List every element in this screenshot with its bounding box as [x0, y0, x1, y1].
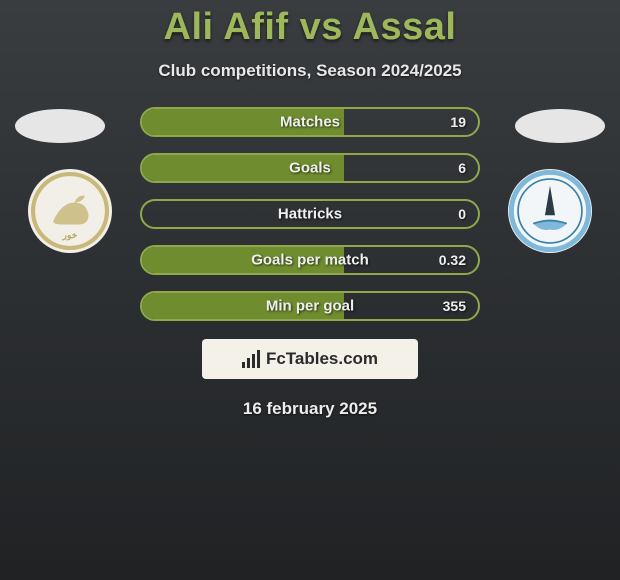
stat-label: Hattricks	[278, 206, 342, 223]
page-title: Ali Afif vs Assal	[0, 0, 620, 49]
stat-bar: Min per goal 355	[140, 291, 480, 321]
brand-text: FcTables.com	[266, 349, 378, 369]
brand-badge: FcTables.com	[202, 339, 418, 379]
flag-left	[15, 109, 105, 143]
stat-label: Goals per match	[251, 252, 369, 269]
stat-bar: Goals 6	[140, 153, 480, 183]
stat-bar: Goals per match 0.32	[140, 245, 480, 275]
stat-value: 19	[450, 114, 466, 130]
club-crest-left: خور	[28, 169, 112, 253]
stats-bars: Matches 19 Goals 6 Hattricks 0 Goals per match…	[140, 107, 480, 321]
stat-bar: Matches 19	[140, 107, 480, 137]
stat-label: Goals	[289, 160, 331, 177]
stat-value: 6	[458, 160, 466, 176]
club-crest-right	[508, 169, 592, 253]
stat-value: 0.32	[439, 252, 466, 268]
chart-bars-icon	[242, 350, 260, 368]
date-text: 16 february 2025	[0, 399, 620, 419]
svg-text:خور: خور	[62, 230, 78, 241]
stat-label: Min per goal	[266, 298, 354, 315]
stat-value: 0	[458, 206, 466, 222]
comparison-content: خور Matches 19 Goals 6 Hattricks 0 Goals per m…	[0, 107, 620, 419]
stat-value: 355	[443, 298, 466, 314]
subtitle: Club competitions, Season 2024/2025	[0, 61, 620, 81]
stat-bar: Hattricks 0	[140, 199, 480, 229]
flag-right	[515, 109, 605, 143]
stat-label: Matches	[280, 114, 340, 131]
